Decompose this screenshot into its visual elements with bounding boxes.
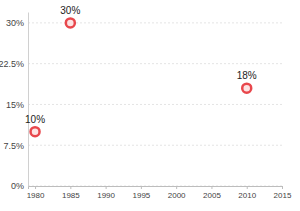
y-tick-label: 30% bbox=[6, 18, 24, 28]
x-tick-mark bbox=[176, 186, 177, 189]
x-tick-label: 2000 bbox=[168, 191, 186, 200]
data-label: 10% bbox=[25, 114, 45, 125]
x-tick-label: 1995 bbox=[132, 191, 150, 200]
x-tick: 2015 bbox=[274, 186, 292, 200]
x-axis: 1980 1985 1990 1995 2000 2005 2010 2015 bbox=[27, 186, 292, 200]
grid-line bbox=[28, 63, 282, 64]
points bbox=[31, 18, 252, 136]
x-tick-label: 1990 bbox=[97, 191, 115, 200]
x-tick-mark bbox=[211, 186, 212, 189]
x-tick-label: 2005 bbox=[203, 191, 221, 200]
point bbox=[66, 18, 75, 27]
x-axis-line bbox=[29, 187, 283, 190]
chart-container: 0% 7.5% 15% 22.5% 30% 1980 1985 1990 1995 2000 200… bbox=[0, 0, 300, 211]
y-tick-label: 7.5% bbox=[3, 141, 24, 151]
x-tick-mark bbox=[282, 186, 283, 189]
data-labels: 10% 30% 18% bbox=[25, 5, 257, 125]
y-tick-label: 15% bbox=[6, 100, 24, 110]
x-tick: 2000 bbox=[168, 186, 186, 200]
x-tick: 1990 bbox=[97, 186, 115, 200]
y-tick-label: 0% bbox=[11, 181, 24, 191]
y-axis: 0% 7.5% 15% 22.5% 30% bbox=[0, 13, 29, 192]
x-tick-mark bbox=[35, 186, 36, 189]
grid bbox=[28, 23, 282, 186]
point bbox=[242, 84, 251, 93]
data-label: 30% bbox=[60, 5, 80, 16]
y-axis-line bbox=[28, 13, 29, 187]
y-tick: 22.5% bbox=[0, 59, 28, 69]
grid-line bbox=[28, 104, 282, 105]
y-tick-label: 22.5% bbox=[0, 59, 24, 69]
x-tick-mark bbox=[106, 186, 107, 189]
x-tick-label: 2010 bbox=[238, 191, 256, 200]
x-tick-mark bbox=[70, 186, 71, 189]
grid-line bbox=[28, 145, 282, 146]
data-label: 18% bbox=[237, 70, 257, 81]
plot: 0% 7.5% 15% 22.5% 30% 1980 1985 1990 1995 2000 200… bbox=[0, 5, 292, 200]
x-tick: 1985 bbox=[62, 186, 80, 200]
x-tick-mark bbox=[247, 186, 248, 189]
y-tick: 15% bbox=[6, 100, 28, 110]
point bbox=[31, 127, 40, 136]
y-tick: 0% bbox=[11, 181, 28, 191]
x-tick-label: 1985 bbox=[62, 191, 80, 200]
y-tick: 30% bbox=[6, 18, 28, 28]
x-tick: 2005 bbox=[203, 186, 221, 200]
x-tick-label: 2015 bbox=[274, 191, 292, 200]
x-tick-mark bbox=[141, 186, 142, 189]
x-tick: 1995 bbox=[132, 186, 150, 200]
x-tick-label: 1980 bbox=[27, 191, 45, 200]
x-tick: 1980 bbox=[27, 186, 45, 200]
y-tick: 7.5% bbox=[3, 141, 28, 151]
x-tick: 2010 bbox=[238, 186, 256, 200]
chart: 0% 7.5% 15% 22.5% 30% 1980 1985 1990 1995 2000 200… bbox=[0, 0, 300, 211]
